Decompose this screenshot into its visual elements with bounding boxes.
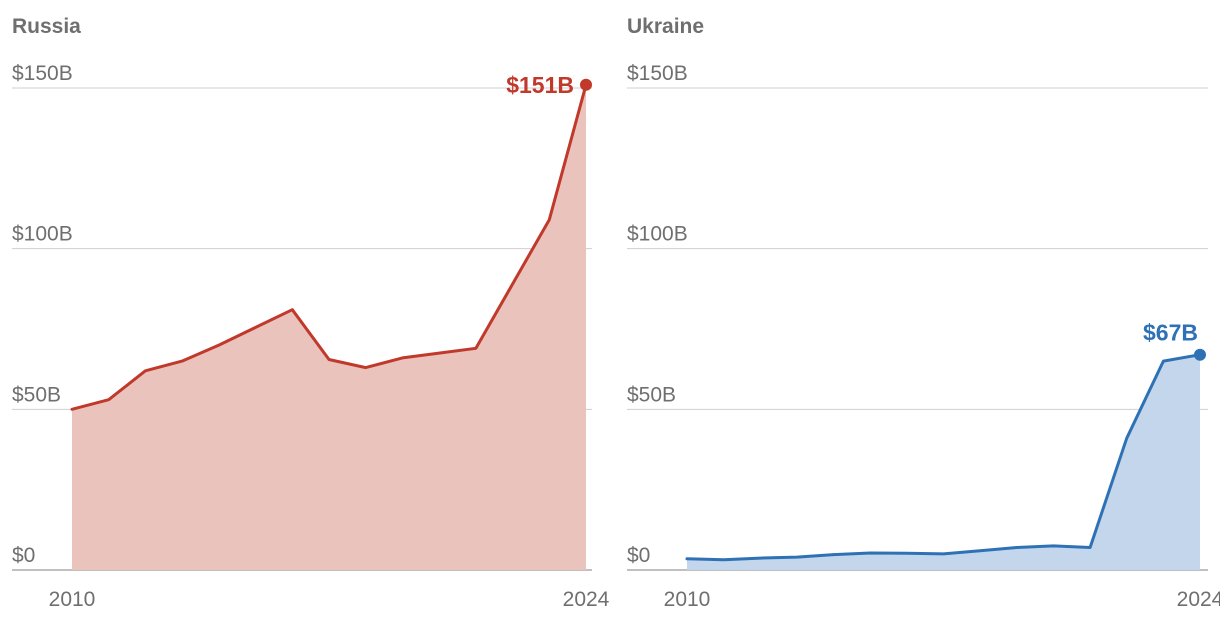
y-tick-label: $0 [627, 544, 650, 567]
panel-russia: Russia $0 $50B $100B $150B 2010 2024 $151B [12, 15, 610, 611]
y-tick-label: $150B [627, 62, 688, 85]
series-line [70, 83, 588, 411]
x-tick-label: 2024 [1177, 588, 1220, 611]
end-value-label: $151B [506, 72, 574, 98]
end-marker-group: $67B [1143, 320, 1206, 361]
series-line [685, 353, 1202, 562]
y-tick-label: $50B [627, 383, 676, 406]
x-tick-label: 2010 [664, 588, 711, 611]
panel-title: Russia [12, 15, 81, 38]
y-tick-label: $0 [12, 544, 35, 567]
y-tick-label: $100B [12, 223, 73, 246]
y-tick-labels: $0 $50B $100B $150B [12, 62, 73, 567]
y-tick-label: $50B [12, 383, 61, 406]
x-tick-label: 2024 [563, 588, 610, 611]
panel-ukraine: Ukraine $0 $50B $100B $150B 2010 2024 $67B [627, 15, 1220, 611]
y-tick-labels: $0 $50B $100B $150B [627, 62, 688, 567]
x-tick-label: 2010 [49, 588, 96, 611]
x-tick-labels: 2010 2024 [49, 588, 610, 611]
x-tick-labels: 2010 2024 [664, 588, 1220, 611]
end-point-marker [580, 78, 592, 91]
end-marker-group: $151B [506, 72, 592, 98]
y-tick-label: $100B [627, 223, 688, 246]
end-point-marker [1194, 348, 1206, 361]
end-value-label: $67B [1143, 320, 1198, 346]
area-fill-group [70, 83, 588, 571]
area-fill-group [685, 353, 1202, 570]
area-fill [72, 84, 586, 571]
panel-title: Ukraine [627, 15, 704, 38]
area-fill [687, 354, 1200, 570]
y-tick-label: $150B [12, 62, 73, 85]
